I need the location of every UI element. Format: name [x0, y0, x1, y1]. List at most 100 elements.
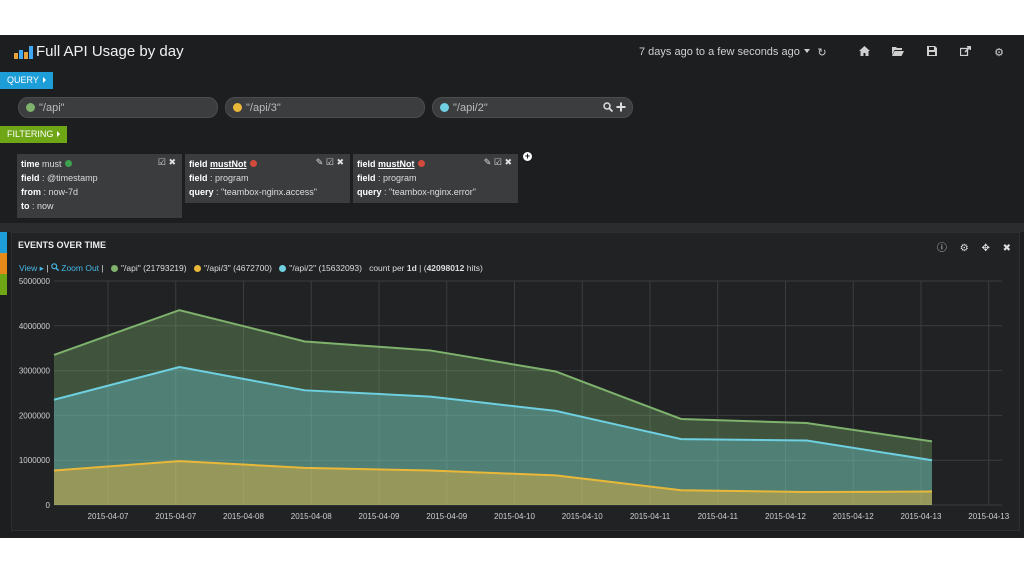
- zoom-out-link[interactable]: Zoom Out: [51, 263, 99, 273]
- legend-separator: |: [46, 263, 51, 273]
- save-icon[interactable]: [925, 46, 939, 59]
- filter-status-dot[interactable]: [249, 160, 257, 167]
- filter-line: query : "teambox-nginx.access": [189, 185, 346, 199]
- x-tick-label: 2015-04-07: [88, 512, 129, 521]
- filter-mode: mustNot: [378, 159, 415, 169]
- filter-line: field : program: [189, 171, 346, 185]
- home-icon[interactable]: [857, 46, 871, 59]
- caret-right-icon: [42, 77, 46, 83]
- search-icon[interactable]: [602, 102, 613, 113]
- panel-legend: View ▸ | Zoom Out | "/api" (21793219) "/…: [19, 263, 483, 274]
- interval-value: 1d: [406, 263, 417, 273]
- filter-key: field: [357, 173, 376, 183]
- move-icon[interactable]: ✥: [981, 243, 990, 254]
- edit-icon[interactable]: ✎: [315, 157, 324, 167]
- side-tab[interactable]: [0, 253, 7, 274]
- filter-line: to : now: [21, 199, 178, 213]
- view-link[interactable]: View ▸: [19, 263, 44, 273]
- x-tick-label: 2015-04-11: [698, 512, 739, 521]
- query-input-2[interactable]: "/api/3": [225, 97, 425, 118]
- refresh-icon[interactable]: ↻: [817, 47, 827, 59]
- hits-prefix: | (: [416, 263, 427, 273]
- query-text: "/api": [39, 102, 65, 114]
- filter-value: : now-7d: [41, 187, 79, 197]
- side-tab[interactable]: [0, 274, 7, 295]
- filtering-row-tab[interactable]: FILTERING: [0, 126, 68, 143]
- edit-icon[interactable]: ✎: [483, 157, 492, 167]
- gear-icon[interactable]: ⚙: [959, 243, 969, 254]
- legend-dot: [193, 265, 201, 272]
- query-color-dot[interactable]: [26, 103, 35, 112]
- filter-key: query: [189, 187, 214, 197]
- time-range-picker[interactable]: 7 days ago to a few seconds ago: [639, 46, 810, 58]
- x-tick-label: 2015-04-12: [765, 512, 806, 521]
- series-area: [54, 310, 932, 505]
- query-actions: [602, 101, 626, 115]
- query-input-1[interactable]: "/api": [18, 97, 218, 118]
- interval-prefix: count per: [369, 263, 407, 273]
- filter-value: : @timestamp: [39, 173, 98, 183]
- filter-card-access[interactable]: field mustNot field : program query : "t…: [185, 154, 350, 203]
- legend-item[interactable]: "/api/3" (4672700): [203, 263, 272, 273]
- x-tick-label: 2015-04-08: [291, 512, 332, 521]
- filter-status-dot[interactable]: [64, 160, 72, 167]
- checkbox-icon[interactable]: ☑: [493, 157, 502, 167]
- share-icon[interactable]: [958, 46, 972, 59]
- row-side-tabs: [0, 232, 7, 295]
- checkbox-icon[interactable]: ☑: [157, 157, 166, 167]
- add-query-icon[interactable]: [616, 102, 626, 112]
- events-chart[interactable]: 0 1000000 2000000 3000000 4000000 5000000 2015…: [12, 271, 1019, 531]
- panel-title: EVENTS OVER TIME: [18, 240, 107, 250]
- series-line: [53, 309, 933, 443]
- y-tick-label: 2000000: [19, 411, 51, 420]
- folder-open-icon[interactable]: [891, 46, 905, 59]
- gear-icon[interactable]: ⚙: [994, 47, 1004, 59]
- filter-status-dot[interactable]: [417, 160, 425, 167]
- series-line: [53, 460, 933, 494]
- caret-right-icon: [57, 131, 61, 137]
- close-icon[interactable]: ✖: [1002, 243, 1011, 254]
- query-row-tab[interactable]: QUERY: [0, 72, 53, 89]
- x-tick-label: 2015-04-07: [155, 512, 196, 521]
- legend-dot: [111, 265, 118, 272]
- y-tick-label: 3000000: [19, 367, 51, 376]
- query-color-dot[interactable]: [233, 103, 242, 112]
- close-icon[interactable]: ✖: [336, 157, 344, 167]
- histogram-panel: EVENTS OVER TIME ⓘ ⚙ ✥ ✖ View ▸ | Zoom O…: [11, 232, 1020, 531]
- row-divider: [0, 223, 1024, 232]
- x-tick-label: 2015-04-13: [968, 512, 1009, 521]
- panel-actions: ⓘ ⚙ ✥ ✖: [927, 239, 1011, 254]
- query-color-dot[interactable]: [440, 103, 449, 112]
- info-icon[interactable]: ⓘ: [936, 243, 947, 254]
- query-input-3[interactable]: "/api/2": [432, 97, 633, 118]
- title-bar: Full API Usage by day 7 days ago to a fe…: [0, 35, 1024, 68]
- series-area: [54, 461, 932, 505]
- y-tick-label: 5000000: [19, 277, 51, 286]
- close-icon[interactable]: ✖: [504, 157, 512, 167]
- legend-item[interactable]: "/api" (21793219): [121, 263, 187, 273]
- filter-mode: mustNot: [210, 159, 247, 169]
- filter-type: time: [21, 159, 40, 169]
- add-filter-icon[interactable]: +: [523, 151, 532, 161]
- filter-key: to: [21, 201, 30, 211]
- hits-suffix: hits): [464, 263, 483, 273]
- side-tab[interactable]: [0, 232, 7, 253]
- x-tick-label: 2015-04-10: [562, 512, 603, 521]
- filter-value: : "teambox-nginx.access": [213, 187, 317, 197]
- filter-card-time[interactable]: time must field : @timestamp from : now-…: [17, 154, 182, 218]
- x-tick-label: 2015-04-12: [833, 512, 874, 521]
- zoom-out-label: Zoom Out: [61, 263, 100, 273]
- filter-header: time must: [21, 157, 178, 171]
- filter-key: field: [21, 173, 40, 183]
- close-icon[interactable]: ✖: [168, 157, 176, 167]
- filter-mode: must: [42, 159, 62, 169]
- checkbox-icon[interactable]: ☑: [325, 157, 334, 167]
- filter-card-error[interactable]: field mustNot field : program query : "t…: [353, 154, 518, 203]
- filter-actions: ✎ ☑ ✖: [316, 157, 344, 168]
- filter-value: : program: [375, 173, 417, 183]
- filter-header: field mustNot: [189, 157, 346, 171]
- filter-type: field: [357, 159, 376, 169]
- filter-line: query : "teambox-nginx.error": [357, 185, 514, 199]
- filter-key: query: [357, 187, 382, 197]
- legend-item[interactable]: "/api/2" (15632093): [289, 263, 362, 273]
